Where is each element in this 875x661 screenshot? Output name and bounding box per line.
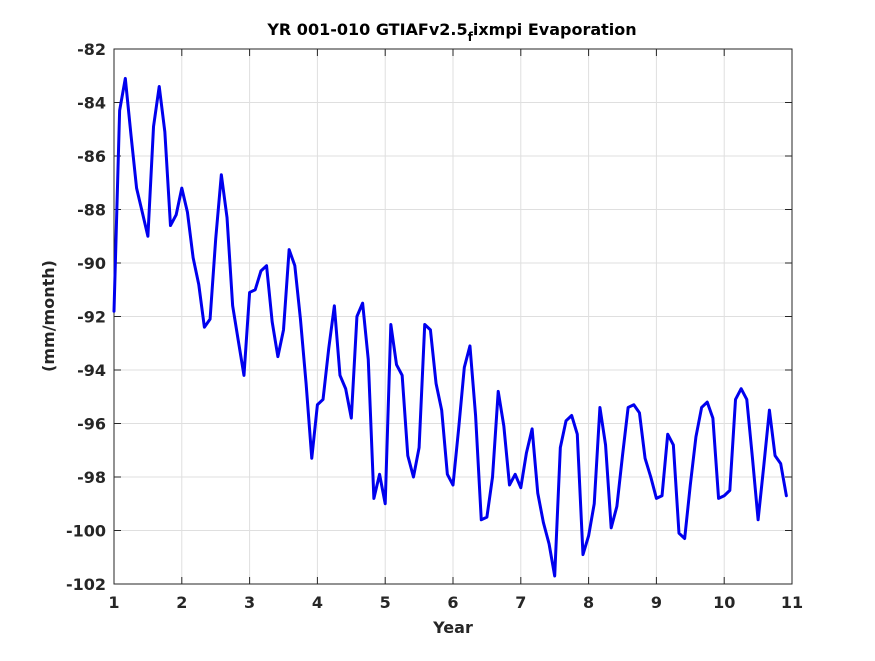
chart-title-subscript: f	[468, 30, 474, 44]
chart-title: YR 001-010 GTIAFv2.5fixmpi Evaporation	[266, 20, 636, 44]
y-tick-label: -96	[77, 415, 106, 434]
x-tick-label: 11	[781, 593, 803, 612]
x-tick-label: 1	[108, 593, 119, 612]
y-tick-label: -94	[77, 361, 106, 380]
y-tick-label: -90	[77, 254, 106, 273]
x-tick-label: 2	[176, 593, 187, 612]
axis-ticks	[113, 48, 793, 585]
x-axis-title: Year	[432, 618, 473, 637]
x-axis-tick-labels: 1 2 3 4 5 6 7 8 9 10 11	[108, 593, 803, 612]
y-tick-label: -98	[77, 468, 106, 487]
y-tick-label: -102	[66, 575, 106, 594]
y-axis-title: (mm/month)	[39, 260, 58, 372]
y-tick-label: -82	[77, 40, 106, 59]
x-tick-label: 8	[583, 593, 594, 612]
y-axis-tick-labels: -102 -100 -98 -96 -94 -92 -90 -88 -86 -84 -82	[66, 40, 106, 594]
y-tick-label: -88	[77, 201, 106, 220]
series-layer	[112, 76, 788, 578]
y-tick-label: -92	[77, 308, 106, 327]
y-tick-label: -100	[66, 522, 106, 541]
x-tick-label: 7	[515, 593, 526, 612]
x-tick-label: 3	[244, 593, 255, 612]
x-tick-label: 10	[713, 593, 735, 612]
x-tick-label: 6	[447, 593, 458, 612]
x-tick-label: 4	[312, 593, 323, 612]
x-tick-label: 9	[651, 593, 662, 612]
x-tick-label: 5	[380, 593, 391, 612]
series-line	[112, 76, 788, 578]
chart-title-suffix: ixmpi Evaporation	[473, 20, 637, 39]
y-tick-label: -86	[77, 147, 106, 166]
y-tick-label: -84	[77, 94, 106, 113]
chart-title-main: YR 001-010 GTIAFv2.5	[266, 20, 467, 39]
